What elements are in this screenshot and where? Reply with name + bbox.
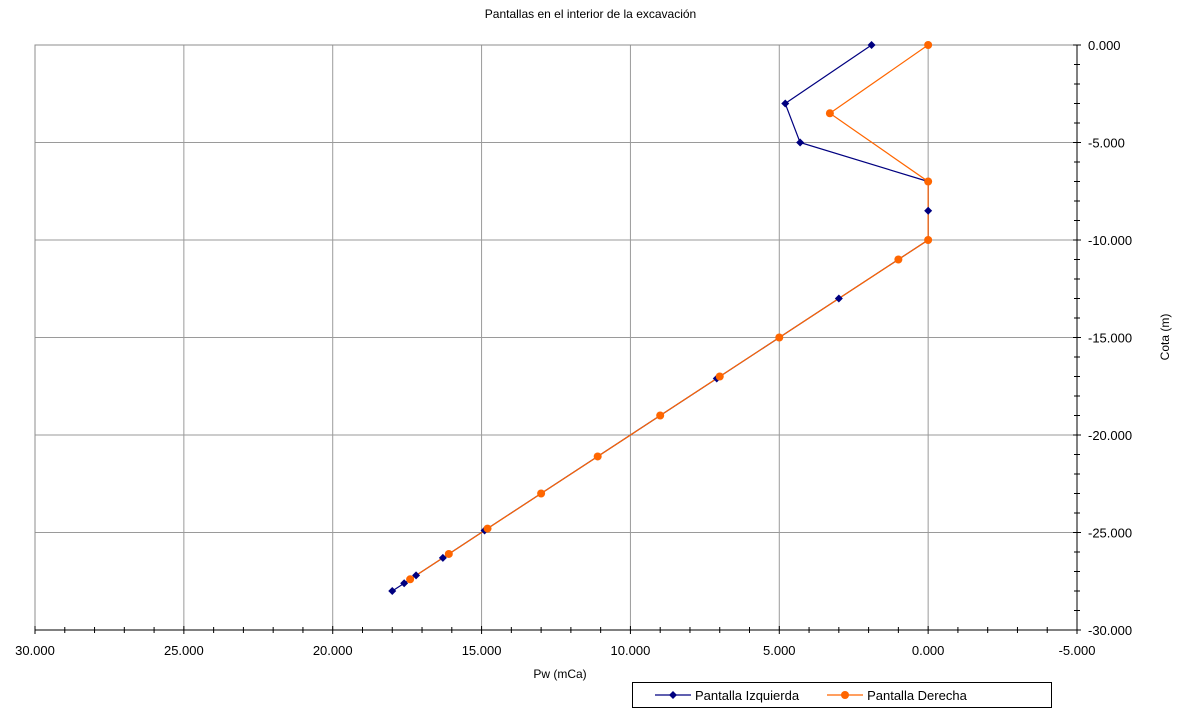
legend-swatch-derecha-icon xyxy=(827,691,864,699)
x-tick-label: 20.000 xyxy=(313,643,353,658)
data-point-derecha xyxy=(924,177,933,186)
x-tick-label: 5.000 xyxy=(763,643,796,658)
y-tick-label: -15.000 xyxy=(1088,331,1132,346)
series-line-izquierda xyxy=(391,44,929,592)
y-tick-label: -5.000 xyxy=(1088,136,1125,151)
data-point-derecha xyxy=(406,575,415,584)
legend-item-izquierda: Pantalla Izquierda xyxy=(655,688,799,703)
chart-title: Pantallas en el interior de la excavació… xyxy=(484,7,697,21)
data-point-izquierda xyxy=(924,206,933,215)
legend: Pantalla Izquierda Pantalla Derecha xyxy=(632,682,1052,708)
x-tick-label: 15.000 xyxy=(462,643,502,658)
data-point-izquierda xyxy=(400,579,409,588)
data-point-izquierda xyxy=(796,138,805,147)
data-point-derecha xyxy=(715,372,724,381)
data-point-derecha xyxy=(924,41,933,49)
data-point-izquierda xyxy=(781,99,790,108)
y-tick-label: 0.000 xyxy=(1088,38,1121,53)
x-tick-label: -5.000 xyxy=(1059,643,1096,658)
y-axis-label: Cota (m) xyxy=(1158,313,1172,361)
data-point-izquierda xyxy=(834,294,843,303)
legend-item-derecha: Pantalla Derecha xyxy=(827,688,967,703)
data-point-izquierda xyxy=(867,41,876,49)
data-point-izquierda xyxy=(412,571,421,580)
data-point-derecha xyxy=(593,452,602,461)
x-tick-label: 30.000 xyxy=(15,643,55,658)
legend-swatch-izquierda-icon xyxy=(655,691,691,699)
data-point-izquierda xyxy=(438,553,447,562)
data-point-derecha xyxy=(444,549,453,558)
y-tick-label: -25.000 xyxy=(1088,526,1132,541)
y-tick-label: -30.000 xyxy=(1088,623,1132,638)
data-point-derecha xyxy=(483,524,492,533)
data-point-derecha xyxy=(894,255,903,264)
legend-label-derecha: Pantalla Derecha xyxy=(867,687,967,703)
x-tick-label: 25.000 xyxy=(164,643,204,658)
data-point-derecha xyxy=(825,109,834,118)
data-point-derecha xyxy=(924,236,933,244)
y-tick-label: -10.000 xyxy=(1088,233,1132,248)
series-line-derecha xyxy=(409,44,929,580)
legend-label-izquierda: Pantalla Izquierda xyxy=(695,687,800,703)
data-point-derecha xyxy=(537,489,546,498)
data-point-izquierda xyxy=(388,587,397,595)
x-tick-label: 10.000 xyxy=(611,643,651,658)
y-tick-label: -20.000 xyxy=(1088,428,1132,443)
x-tick-label: 0.000 xyxy=(912,643,945,658)
data-point-derecha xyxy=(775,333,784,342)
data-point-derecha xyxy=(656,411,665,420)
x-axis-label: Pw (mCa) xyxy=(533,667,587,681)
